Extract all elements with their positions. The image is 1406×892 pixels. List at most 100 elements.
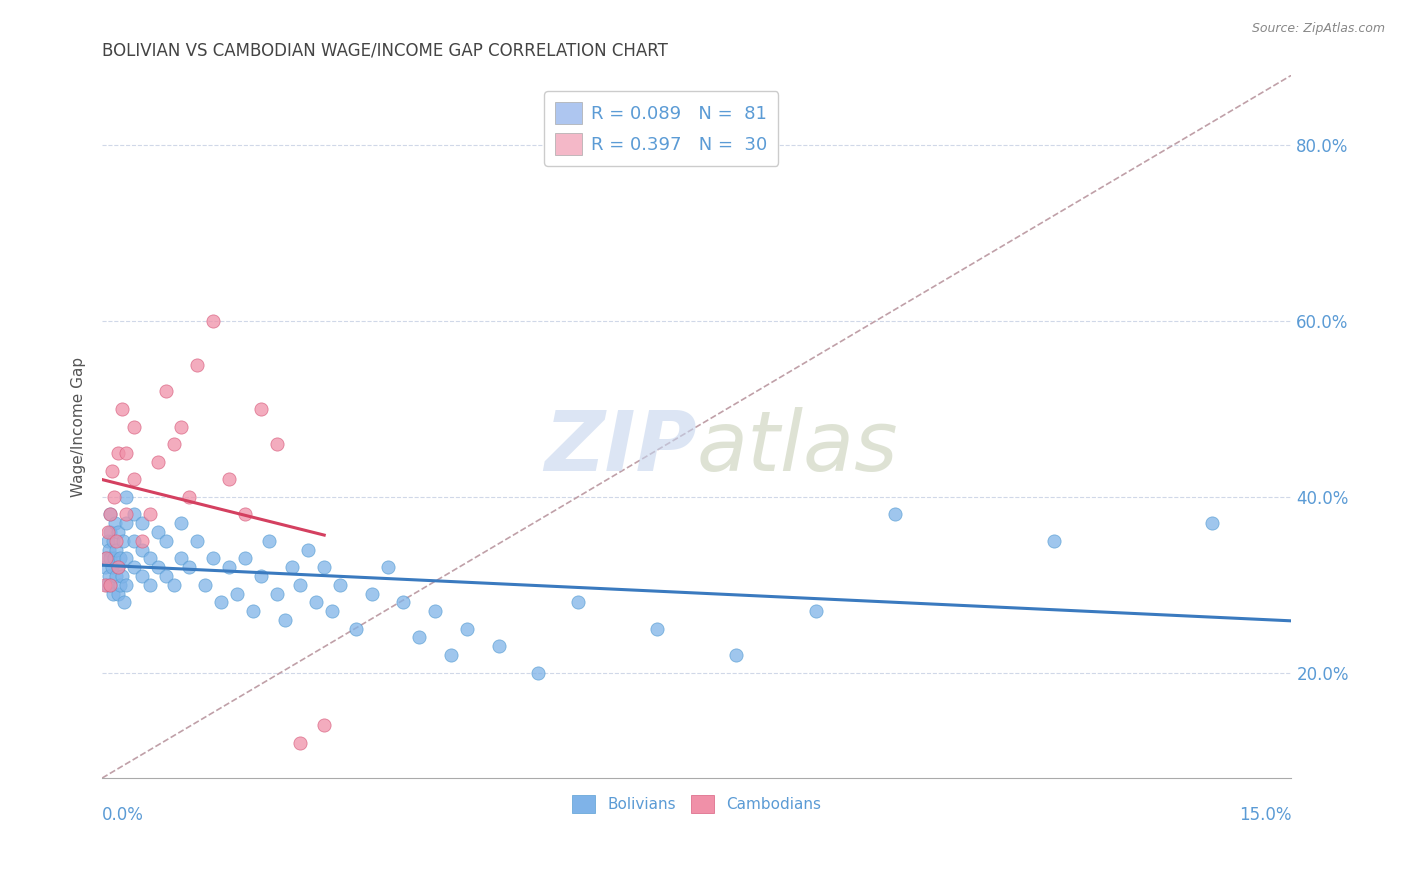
Point [305,595,328,609]
Text: ZIP: ZIP [544,407,697,488]
Point [115,490,138,504]
Legend: Bolivians, Cambodians: Bolivians, Cambodians [567,789,828,820]
Point [131,542,153,557]
Point [146,560,169,574]
Point [139,578,162,592]
Point [98,542,121,557]
Point [273,613,295,627]
Point [249,569,271,583]
Point [115,551,138,566]
Point [170,419,193,434]
Point [100,560,122,574]
Point [96,578,118,592]
Point [98,508,121,522]
Point [98,508,121,522]
Point [97,524,120,539]
Point [440,648,463,662]
Point [115,578,138,592]
Point [290,578,312,592]
Text: BOLIVIAN VS CAMBODIAN WAGE/INCOME GAP CORRELATION CHART: BOLIVIAN VS CAMBODIAN WAGE/INCOME GAP CO… [103,42,668,60]
Point [97,533,120,548]
Point [202,551,225,566]
Point [314,560,336,574]
Point [179,560,201,574]
Point [377,560,399,574]
Point [122,560,145,574]
Point [425,604,447,618]
Point [122,419,145,434]
Point [162,437,184,451]
Point [321,604,343,618]
Point [645,622,668,636]
Point [107,586,129,600]
Point [344,622,367,636]
Text: 15.0%: 15.0% [1239,806,1292,824]
Point [297,542,319,557]
Point [290,736,312,750]
Point [884,508,907,522]
Point [96,551,118,566]
Point [360,586,382,600]
Point [122,472,145,486]
Point [105,542,128,557]
Text: Source: ZipAtlas.com: Source: ZipAtlas.com [1251,22,1385,36]
Point [112,595,135,609]
Point [804,604,827,618]
Point [104,516,127,531]
Point [527,665,550,680]
Point [93,578,115,592]
Point [115,446,138,460]
Point [155,533,177,548]
Point [218,472,240,486]
Point [101,533,124,548]
Point [155,384,177,399]
Point [392,595,415,609]
Point [107,560,129,574]
Point [725,648,748,662]
Point [131,533,153,548]
Point [1201,516,1223,531]
Point [107,446,129,460]
Point [108,578,131,592]
Point [122,533,145,548]
Point [103,586,125,600]
Point [98,551,121,566]
Point [194,578,217,592]
Point [146,524,169,539]
Point [139,508,162,522]
Point [105,533,128,548]
Point [281,560,304,574]
Point [266,437,288,451]
Point [97,569,120,583]
Point [115,516,138,531]
Point [233,508,256,522]
Point [226,586,249,600]
Point [186,533,208,548]
Point [249,402,271,417]
Point [104,569,127,583]
Point [408,631,430,645]
Point [155,569,177,583]
Point [98,578,121,592]
Point [96,551,118,566]
Point [115,508,138,522]
Point [111,402,134,417]
Text: 0.0%: 0.0% [103,806,143,824]
Point [103,490,125,504]
Point [209,595,232,609]
Point [107,560,129,574]
Point [567,595,589,609]
Point [162,578,184,592]
Point [146,455,169,469]
Point [111,569,134,583]
Point [242,604,264,618]
Point [170,551,193,566]
Point [98,524,121,539]
Text: atlas: atlas [697,407,898,488]
Point [329,578,352,592]
Point [202,314,225,328]
Point [233,551,256,566]
Point [179,490,201,504]
Point [1042,533,1064,548]
Point [131,516,153,531]
